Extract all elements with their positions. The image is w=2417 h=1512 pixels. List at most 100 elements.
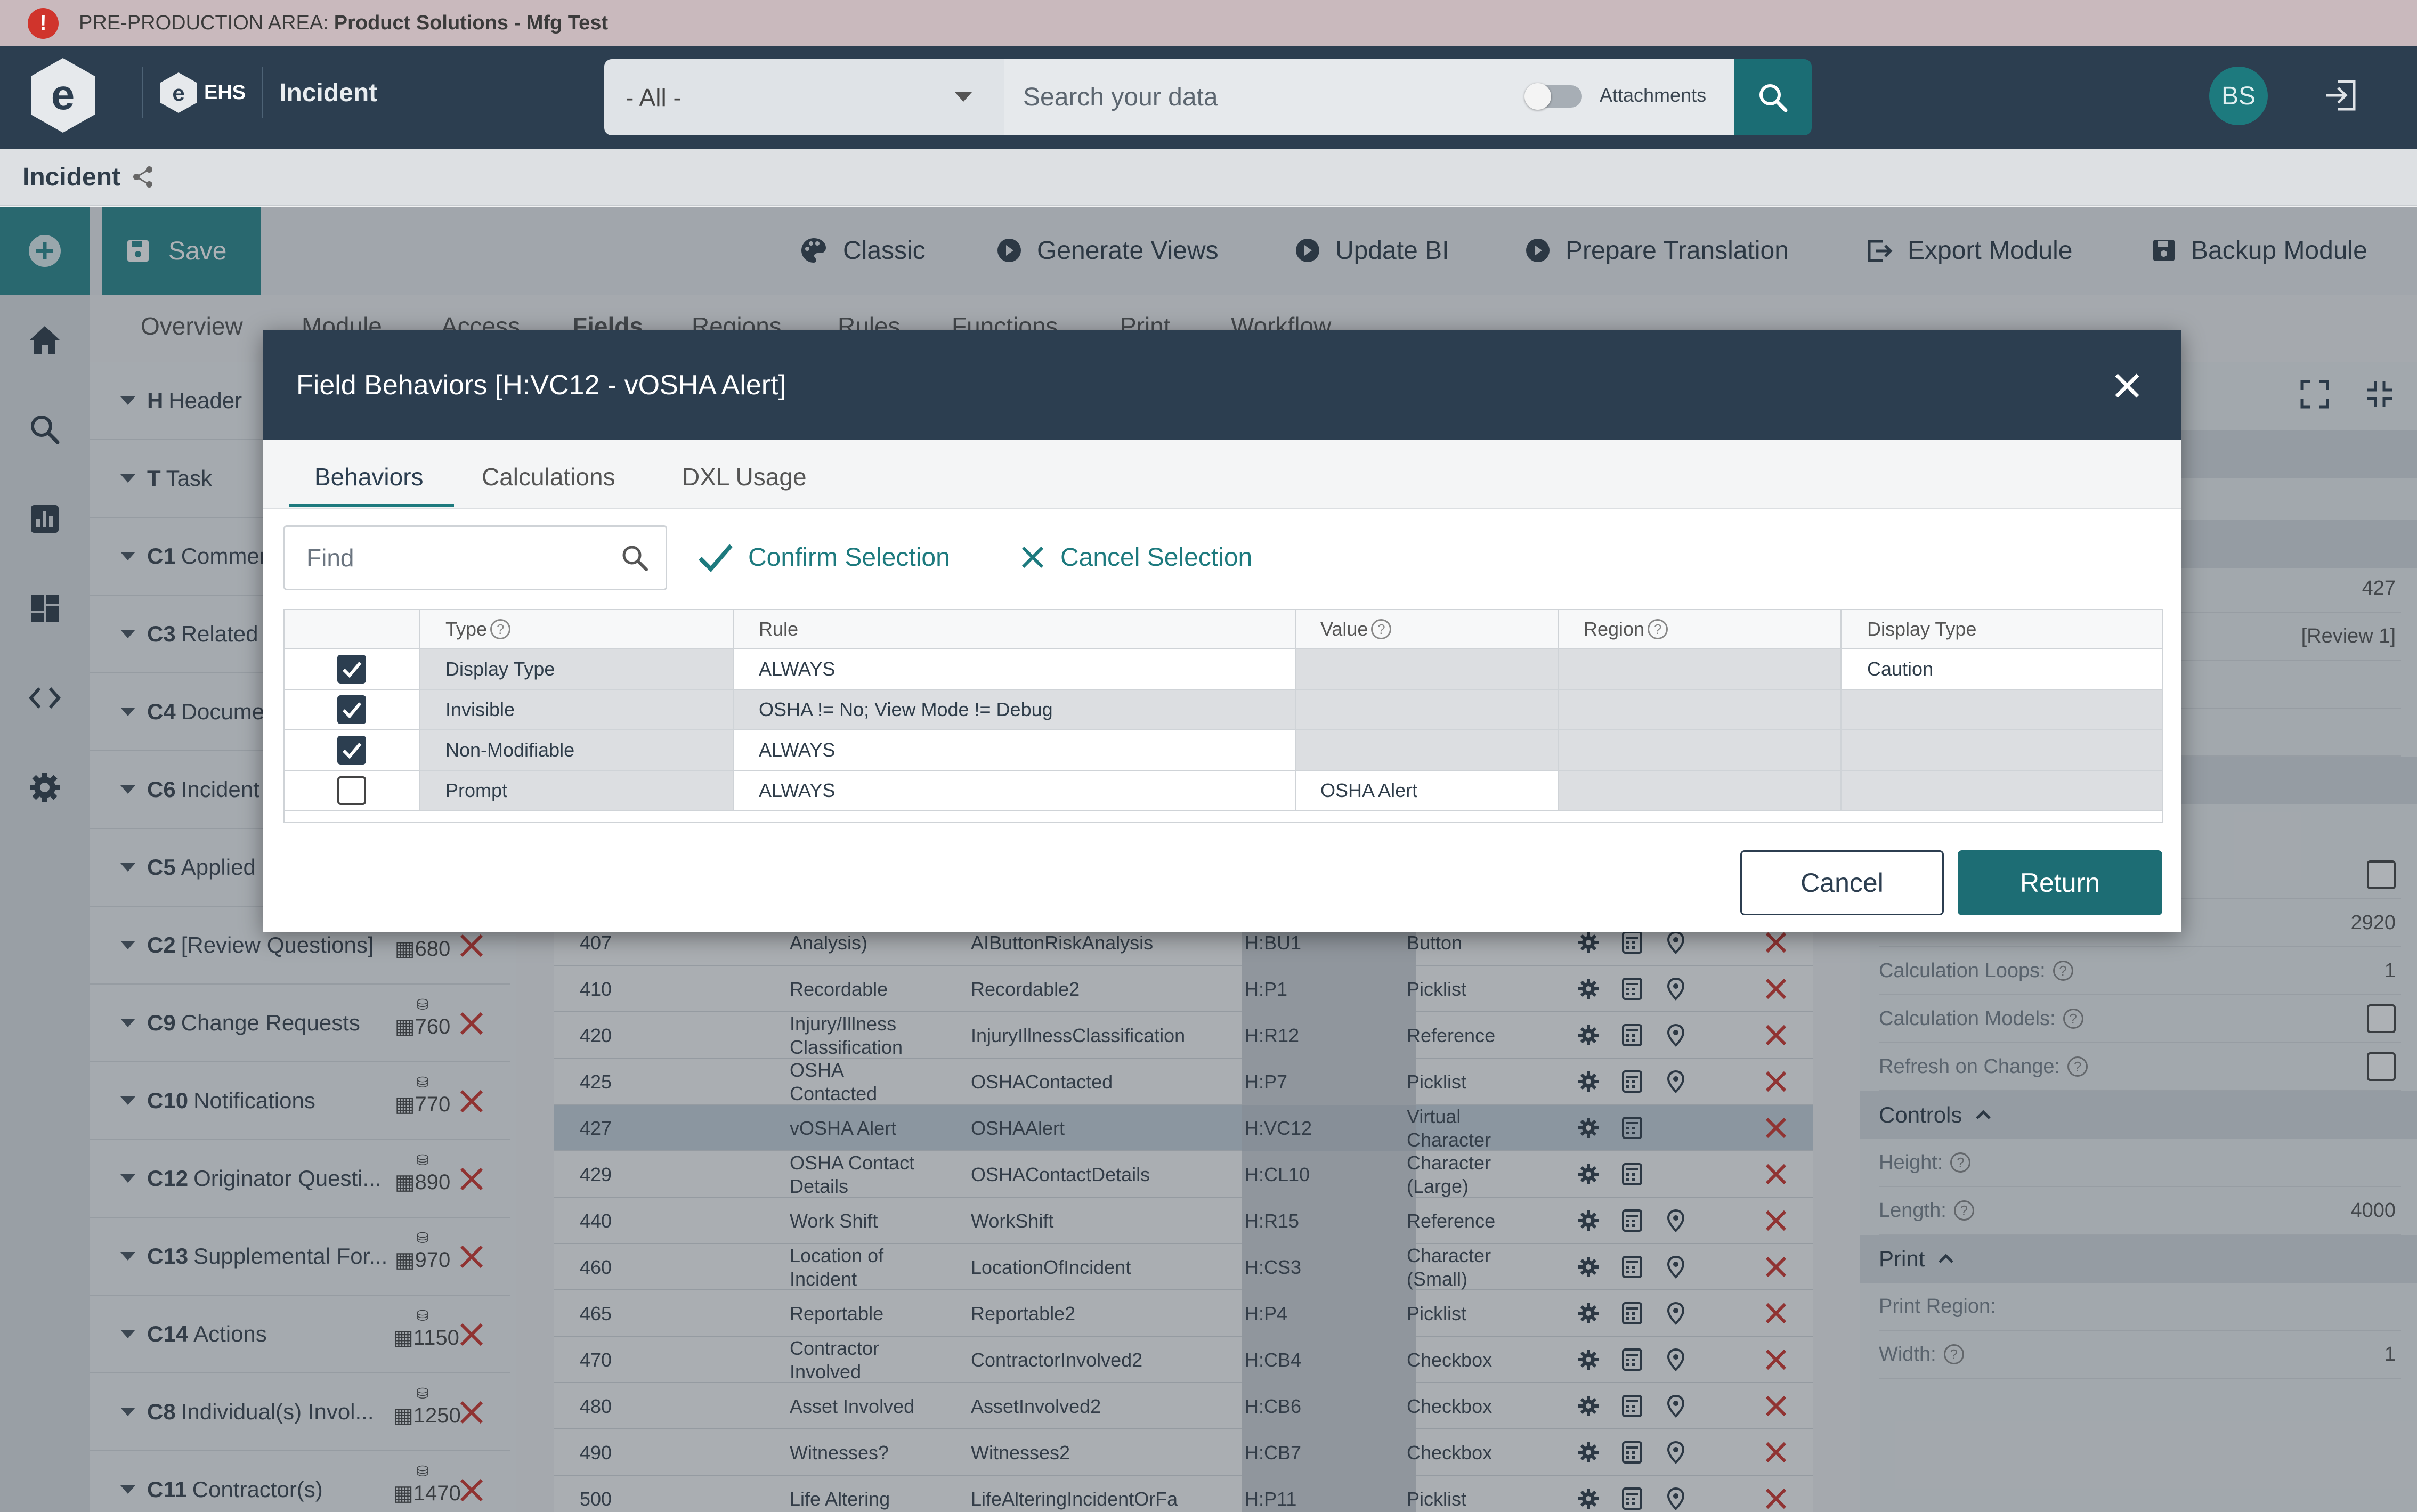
chevron-down-icon[interactable] <box>120 1485 135 1494</box>
chevron-down-icon[interactable] <box>120 708 135 716</box>
chevron-down-icon[interactable] <box>120 1330 135 1338</box>
delete-icon[interactable] <box>1763 1485 1789 1512</box>
table-row[interactable]: 480 Asset Involved AssetInvolved2 H:CB6 Chec… <box>554 1383 1813 1429</box>
update-bi-button[interactable]: Update BI <box>1295 229 1449 272</box>
region-item[interactable]: C10 Notifications ⛁ ▦770 <box>90 1062 510 1140</box>
delete-icon[interactable] <box>457 1009 486 1038</box>
logout-icon[interactable] <box>2322 77 2358 113</box>
collapse-icon[interactable] <box>2364 378 2396 410</box>
table-row[interactable]: 440 Work Shift WorkShift H:R15 Reference <box>554 1198 1813 1244</box>
refresh-on-change-checkbox[interactable] <box>2367 1052 2396 1081</box>
column-header-display-type[interactable]: Display Type <box>1842 610 2162 649</box>
column-header-type[interactable]: Type? <box>420 610 734 649</box>
region-item[interactable]: C11 Contractor(s) ⛁ ▦1470 <box>90 1451 510 1512</box>
calculator-icon[interactable] <box>1620 1162 1644 1186</box>
behavior-row[interactable]: Prompt ALWAYS OSHA Alert <box>285 771 2162 811</box>
table-row[interactable]: 425 OSHA Contacted OSHAContacted H:P7 Pickli… <box>554 1059 1813 1105</box>
behavior-row[interactable]: Non-Modifiable ALWAYS <box>285 730 2162 771</box>
gear-icon[interactable] <box>1576 1255 1601 1279</box>
calculator-icon[interactable] <box>1620 1486 1644 1511</box>
chevron-down-icon[interactable] <box>120 863 135 872</box>
region-item[interactable]: C12 Originator Questi... ⛁ ▦890 <box>90 1140 510 1218</box>
calculator-icon[interactable] <box>1620 930 1644 955</box>
behavior-row[interactable]: Display Type ALWAYS Caution <box>285 649 2162 690</box>
close-icon[interactable] <box>2107 365 2147 406</box>
tab-behaviors[interactable]: Behaviors <box>314 463 424 491</box>
region-item[interactable]: C2[Review Questions] ⛁▦680 <box>90 907 510 985</box>
region-item[interactable]: C13 Supplemental For... ⛁ ▦970 <box>90 1218 510 1296</box>
region-item[interactable]: C9 Change Requests ⛁ ▦760 <box>90 985 510 1062</box>
table-row[interactable]: 500 Life Altering LifeAlteringIncidentOrFa… <box>554 1476 1813 1512</box>
calculator-icon[interactable] <box>1620 1394 1644 1418</box>
tab-calculations[interactable]: Calculations <box>482 463 615 491</box>
gear-icon[interactable] <box>1576 1394 1601 1418</box>
table-row[interactable]: 490 Witnesses? Witnesses2 H:CB7 Checkbox <box>554 1429 1813 1476</box>
tab-overview[interactable]: Overview <box>141 312 243 340</box>
location-pin-icon[interactable] <box>1664 1347 1688 1372</box>
scope-dropdown[interactable]: - All - <box>604 59 1004 135</box>
gear-icon[interactable] <box>1576 1208 1601 1233</box>
export-module-button[interactable]: Export Module <box>1866 229 2073 272</box>
help-icon[interactable]: ? <box>1371 619 1392 639</box>
calculator-icon[interactable] <box>1620 1347 1644 1372</box>
delete-icon[interactable] <box>1763 1115 1789 1141</box>
help-icon[interactable]: ? <box>1950 1152 1971 1173</box>
delete-icon[interactable] <box>1763 929 1789 956</box>
calculator-icon[interactable] <box>1620 1255 1644 1279</box>
cancel-button[interactable]: Cancel <box>1740 850 1944 915</box>
user-avatar[interactable]: BS <box>2209 67 2268 125</box>
region-item[interactable]: C8 Individual(s) Invol... ⛁ ▦1250 <box>90 1373 510 1451</box>
help-icon[interactable]: ? <box>2063 1009 2083 1029</box>
app-logo-icon[interactable]: e <box>28 56 98 135</box>
add-button[interactable] <box>0 207 90 295</box>
table-row[interactable]: 470 Contractor Involved ContractorInvolved… <box>554 1337 1813 1383</box>
search-icon[interactable] <box>27 411 63 448</box>
calculator-icon[interactable] <box>1620 977 1644 1001</box>
help-icon[interactable]: ? <box>2067 1056 2088 1077</box>
help-icon[interactable]: ? <box>2053 961 2073 981</box>
table-row[interactable]: 460 Location of Incident LocationOfInciden… <box>554 1244 1813 1290</box>
code-icon[interactable] <box>27 680 63 716</box>
row-select-checkbox[interactable] <box>337 655 366 684</box>
chevron-down-icon[interactable] <box>120 1174 135 1183</box>
gear-icon[interactable] <box>27 769 63 806</box>
property-checkbox[interactable] <box>2367 860 2396 889</box>
chevron-down-icon[interactable] <box>120 630 135 638</box>
controls-section[interactable]: Controls <box>1860 1091 2417 1139</box>
gear-icon[interactable] <box>1576 1347 1601 1372</box>
help-icon[interactable]: ? <box>490 619 511 639</box>
delete-icon[interactable] <box>1763 1439 1789 1466</box>
dashboard-icon[interactable] <box>27 590 63 627</box>
delete-icon[interactable] <box>457 1398 486 1427</box>
search-button[interactable] <box>1734 59 1812 135</box>
reports-icon[interactable] <box>27 501 63 537</box>
calculation-models-checkbox[interactable] <box>2367 1004 2396 1033</box>
chevron-down-icon[interactable] <box>120 1019 135 1027</box>
row-select-checkbox[interactable] <box>337 736 366 765</box>
location-pin-icon[interactable] <box>1664 1394 1688 1418</box>
table-row[interactable]: 410 Recordable Recordable2 H:P1 Picklist <box>554 966 1813 1012</box>
delete-icon[interactable] <box>457 1087 486 1116</box>
delete-icon[interactable] <box>1763 1068 1789 1095</box>
delete-icon[interactable] <box>1763 1300 1789 1327</box>
print-section[interactable]: Print <box>1860 1235 2417 1283</box>
prepare-translation-button[interactable]: Prepare Translation <box>1525 229 1789 272</box>
chevron-down-icon[interactable] <box>120 474 135 483</box>
generate-views-button[interactable]: Generate Views <box>996 229 1219 272</box>
find-input[interactable]: Find <box>283 525 667 590</box>
location-pin-icon[interactable] <box>1664 1440 1688 1465</box>
chevron-down-icon[interactable] <box>120 552 135 560</box>
save-button[interactable]: Save <box>102 207 261 295</box>
attachments-toggle[interactable] <box>1524 83 1582 110</box>
expand-icon[interactable] <box>2299 378 2331 410</box>
column-header-rule[interactable]: Rule <box>734 610 1296 649</box>
share-icon[interactable] <box>130 164 156 190</box>
table-row[interactable]: 427 vOSHA Alert OSHAAlert H:VC12 Virtual Cha… <box>554 1105 1813 1151</box>
delete-icon[interactable] <box>457 1165 486 1193</box>
location-pin-icon[interactable] <box>1664 1208 1688 1233</box>
home-icon[interactable] <box>27 322 63 358</box>
gear-icon[interactable] <box>1576 1023 1601 1047</box>
calculator-icon[interactable] <box>1620 1116 1644 1140</box>
chevron-down-icon[interactable] <box>120 396 135 405</box>
delete-icon[interactable] <box>457 1242 486 1271</box>
